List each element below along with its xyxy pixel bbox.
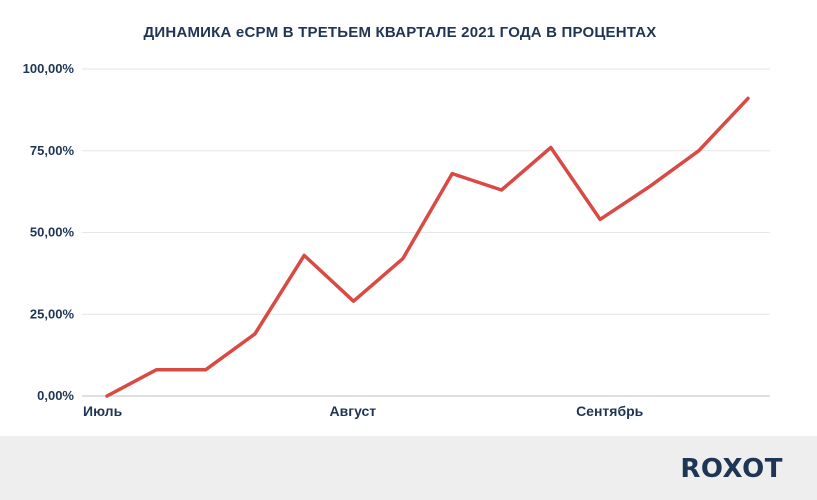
roxot-logo: ROXOT: [680, 454, 783, 484]
grid-lines: [82, 68, 770, 397]
y-axis-ticks: 0,00% 25,00% 50,00% 75,00% 100,00%: [23, 61, 75, 403]
series-line: [105, 96, 750, 398]
x-tick-label: Август: [330, 403, 377, 419]
y-tick-label: 0,00%: [37, 388, 74, 403]
y-tick-label: 25,00%: [30, 306, 75, 321]
x-tick-label: Июль: [83, 403, 123, 419]
footer-bar: ROXOT: [0, 436, 817, 500]
line-chart: 0,00% 25,00% 50,00% 75,00% 100,00% Июль Авгус…: [23, 61, 770, 419]
y-tick-label: 50,00%: [30, 225, 75, 240]
series-layer: [105, 96, 750, 398]
chart-title: ДИНАМИКА eCPM В ТРЕТЬЕМ КВАРТАЛЕ 2021 ГО…: [143, 24, 657, 41]
y-tick-label: 100,00%: [23, 61, 75, 76]
x-tick-label: Сентябрь: [576, 403, 644, 419]
y-tick-label: 75,00%: [30, 143, 75, 158]
x-axis-ticks: Июль Август Сентябрь: [83, 403, 644, 419]
